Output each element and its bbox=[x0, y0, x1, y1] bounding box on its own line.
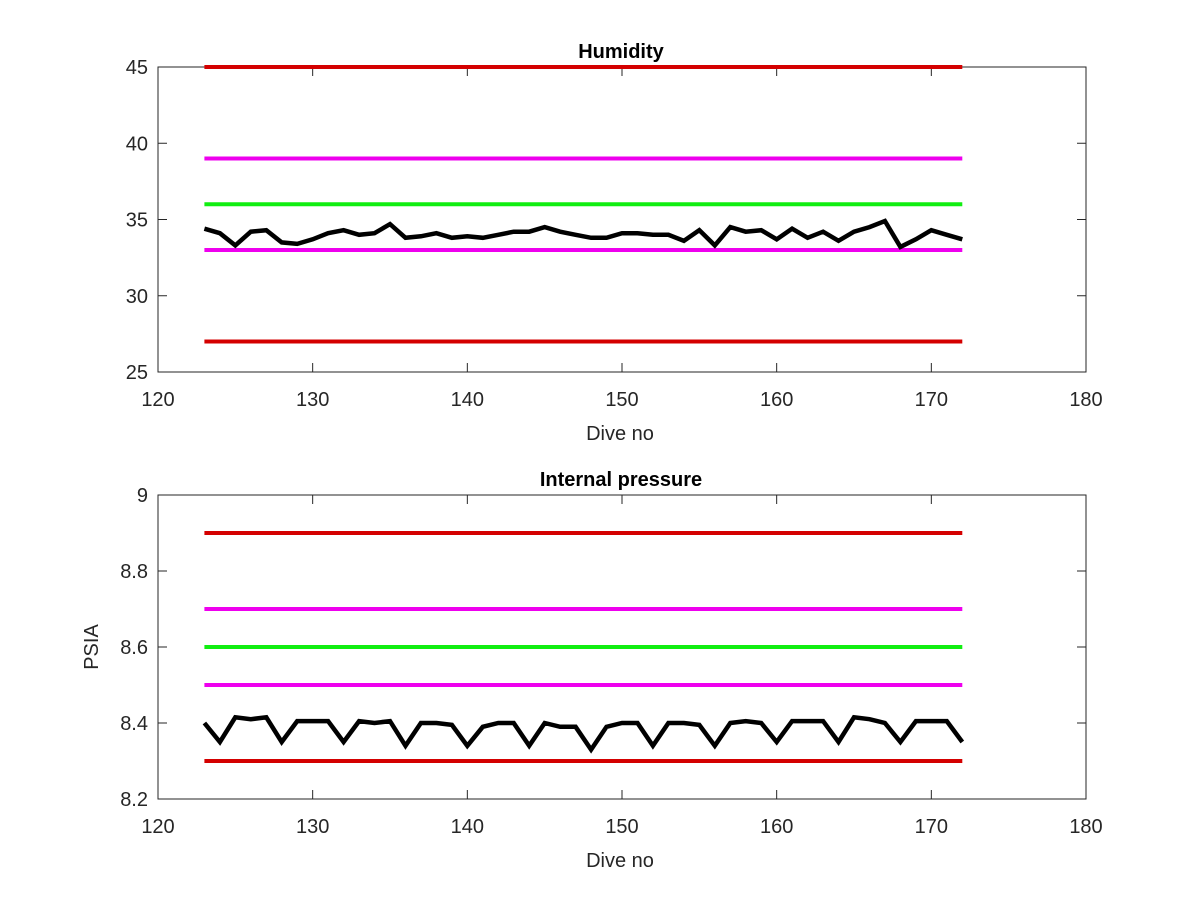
humidity-axes-box bbox=[157, 66, 1087, 373]
internal-pressure-xtick-label: 150 bbox=[605, 816, 638, 838]
internal-pressure-title: Internal pressure bbox=[540, 469, 702, 491]
humidity-ytick-label: 35 bbox=[126, 210, 148, 232]
humidity-ytick-label: 45 bbox=[126, 57, 148, 79]
humidity-series-data-5 bbox=[203, 218, 963, 250]
internal-pressure-ytick-label: 8.8 bbox=[120, 561, 148, 583]
humidity-xtick-label: 170 bbox=[915, 389, 948, 411]
internal-pressure-ytick-label: 8.6 bbox=[120, 637, 148, 659]
internal-pressure-chart: 120 130 140 150 160 170 180 8.2 8.4 8.6 8.8 9 Intern… bbox=[81, 469, 1103, 872]
humidity-xtick-label: 130 bbox=[296, 389, 329, 411]
humidity-xtick-label: 180 bbox=[1069, 389, 1102, 411]
humidity-xtick-label: 160 bbox=[760, 389, 793, 411]
humidity-xtick-label: 140 bbox=[451, 389, 484, 411]
humidity-ytick-label: 30 bbox=[126, 286, 148, 308]
internal-pressure-ylabel: PSIA bbox=[81, 624, 103, 670]
humidity-xlabel: Dive no bbox=[586, 423, 654, 445]
internal-pressure-xtick-label: 140 bbox=[451, 816, 484, 838]
humidity-xtick-label: 120 bbox=[141, 389, 174, 411]
humidity-ytick-label: 25 bbox=[126, 362, 148, 384]
internal-pressure-xtick-label: 180 bbox=[1069, 816, 1102, 838]
internal-pressure-ytick-label: 9 bbox=[137, 485, 148, 507]
internal-pressure-xtick-label: 160 bbox=[760, 816, 793, 838]
internal-pressure-xtick-label: 130 bbox=[296, 816, 329, 838]
humidity-ytick-label: 40 bbox=[126, 133, 148, 155]
humidity-chart: 120 130 140 150 160 170 180 25 30 35 40 45 Humidity D… bbox=[126, 41, 1103, 445]
internal-pressure-ytick-label: 8.2 bbox=[120, 789, 148, 811]
internal-pressure-series-data-5 bbox=[202, 714, 965, 754]
humidity-title: Humidity bbox=[578, 41, 664, 63]
internal-pressure-xlabel: Dive no bbox=[586, 850, 654, 872]
internal-pressure-xtick-label: 170 bbox=[915, 816, 948, 838]
internal-pressure-ytick-label: 8.4 bbox=[120, 713, 148, 735]
internal-pressure-xtick-label: 120 bbox=[141, 816, 174, 838]
humidity-xtick-label: 150 bbox=[605, 389, 638, 411]
